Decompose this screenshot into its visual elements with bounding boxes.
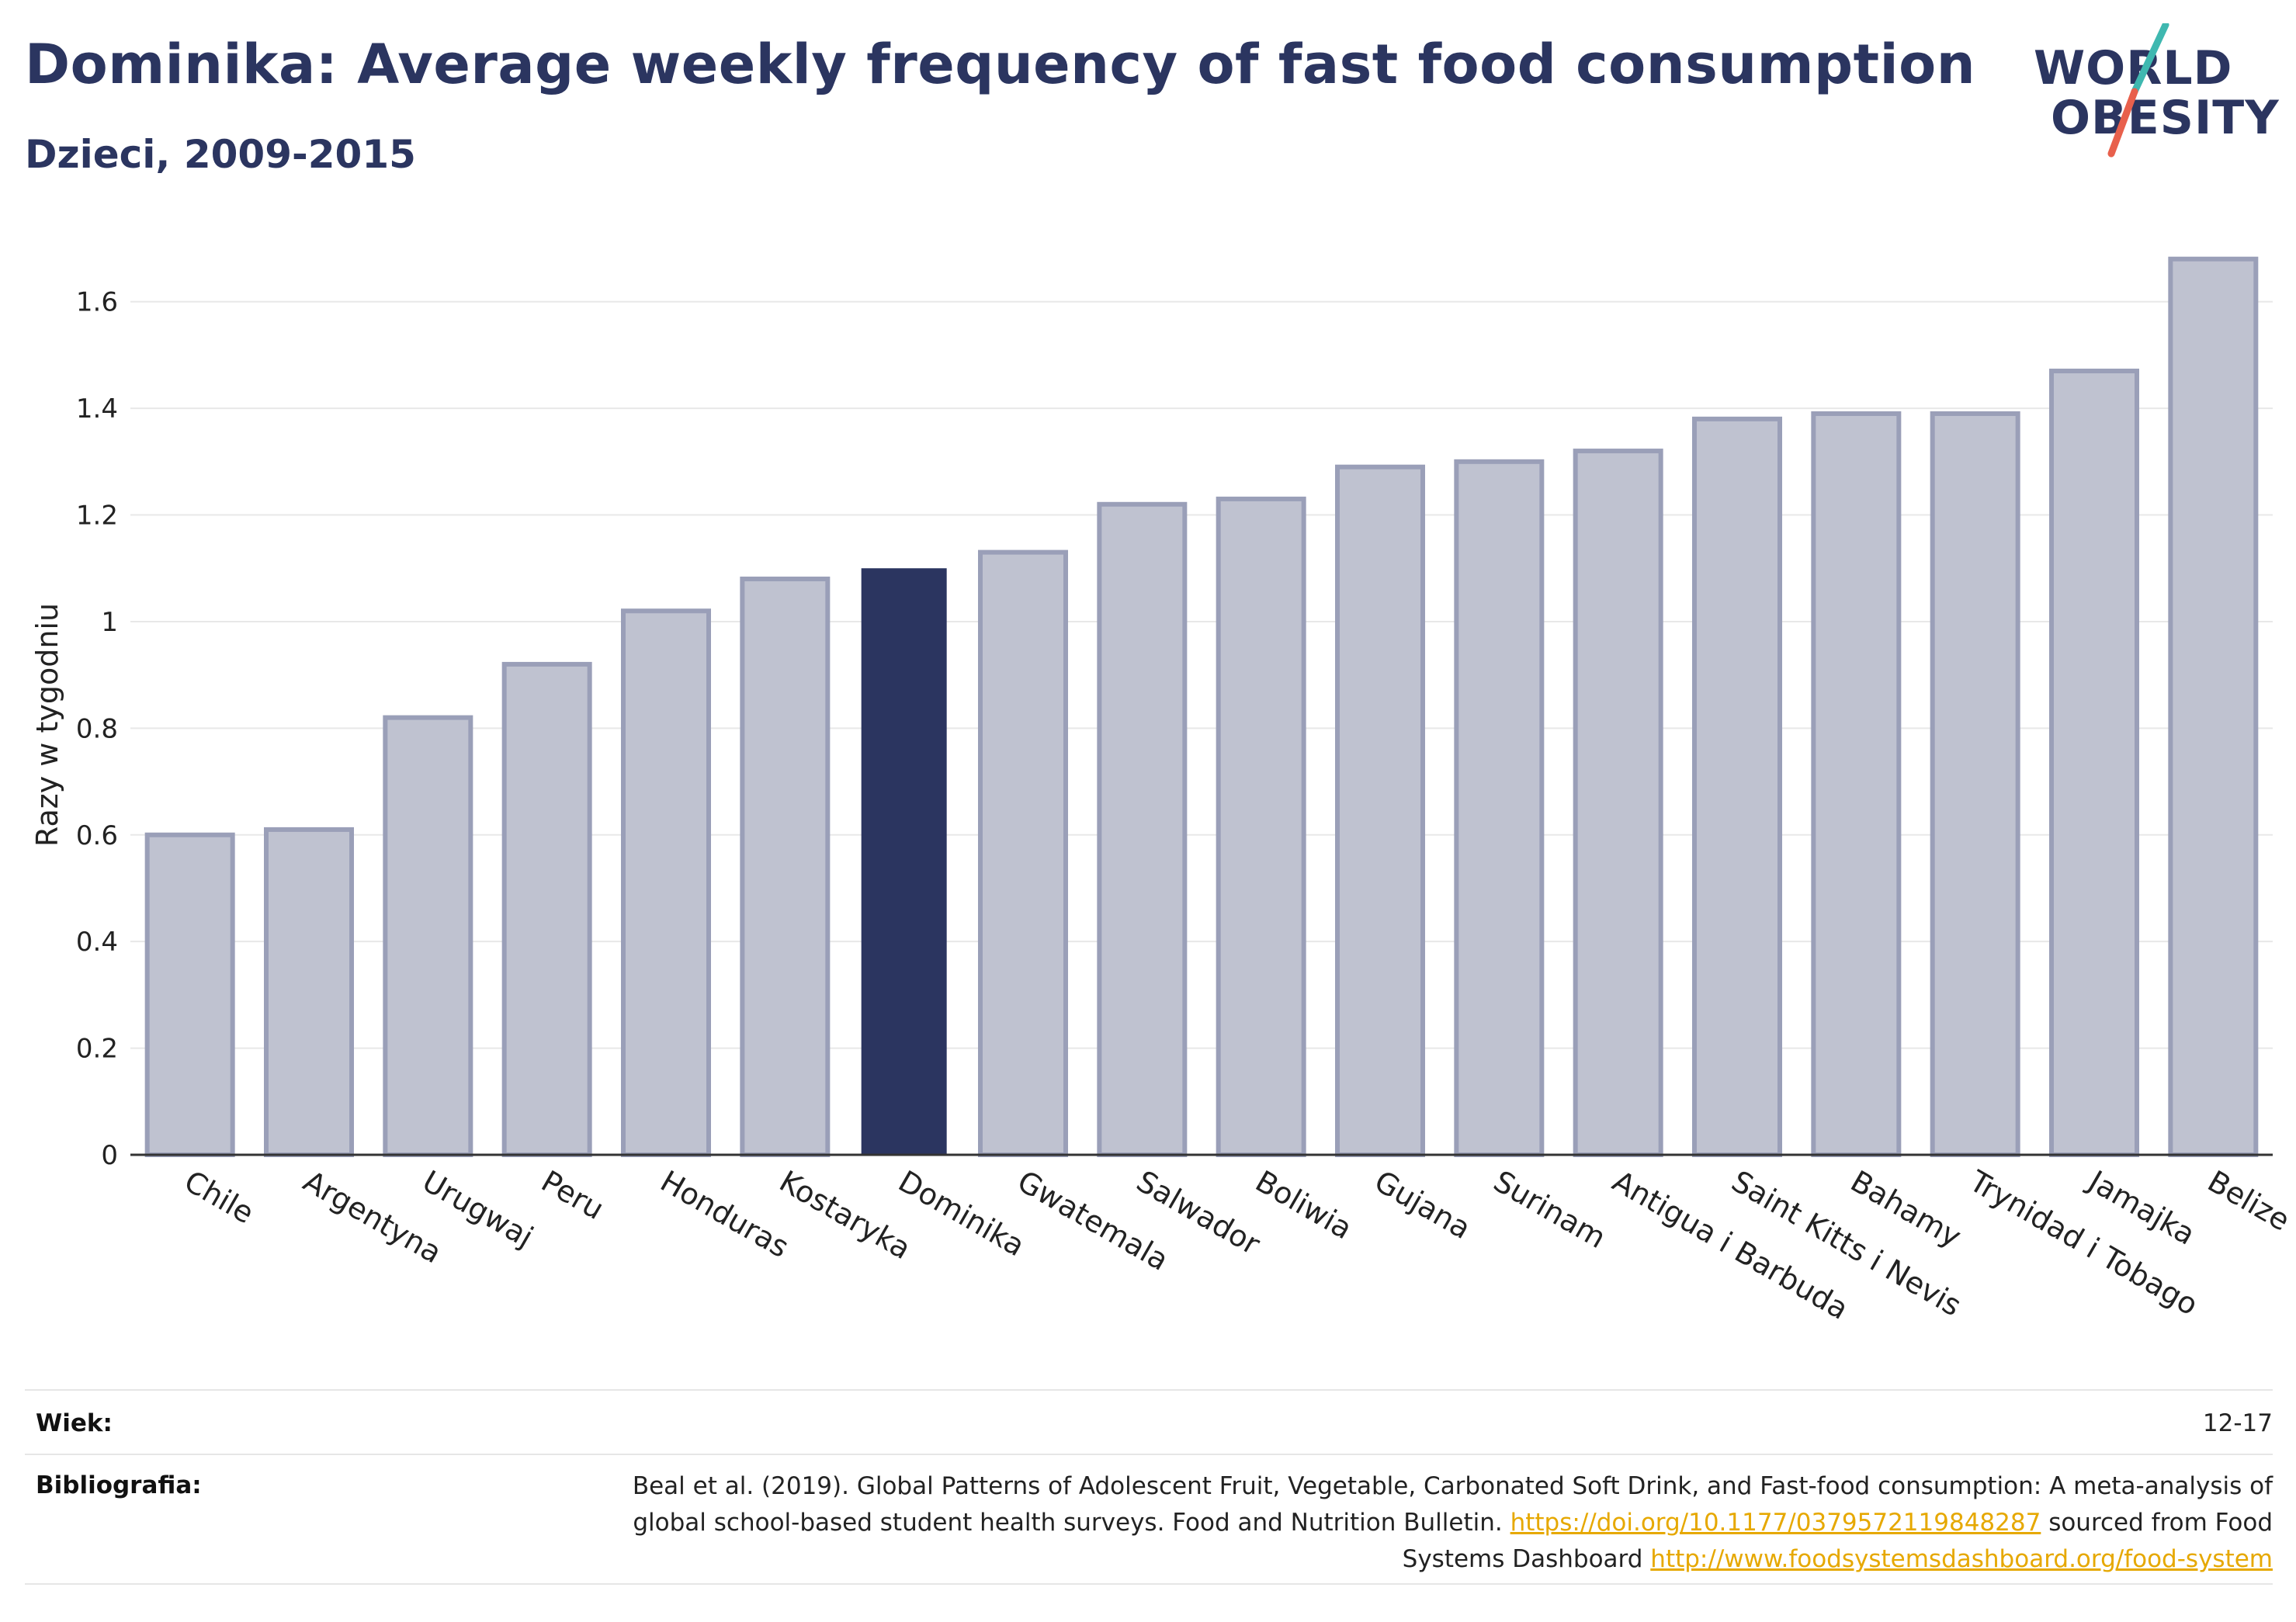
y-tick-label: 1.2	[76, 501, 118, 532]
x-tick-label: Peru	[536, 1164, 609, 1226]
bar-argentyna	[264, 827, 354, 1158]
y-tick-label: 0.6	[76, 820, 118, 851]
age-label: Wiek:	[36, 1409, 113, 1437]
y-tick-label: 1.4	[76, 393, 118, 425]
y-tick-label: 0.2	[76, 1034, 118, 1065]
bibliography-citation: Beal et al. (2019). Global Patterns of A…	[632, 1472, 2273, 1537]
footer-divider-top	[25, 1389, 2273, 1391]
bibliography-source: sourced from Food Systems Dashboard	[1402, 1509, 2273, 1573]
bar-belize	[2168, 256, 2259, 1157]
y-tick-label: 1.6	[76, 287, 118, 318]
bar-boliwia	[1216, 496, 1306, 1157]
bar-gujana	[1335, 464, 1425, 1157]
x-tick-label: Belize	[2202, 1164, 2296, 1238]
logo-word-world: WORLD	[2034, 41, 2233, 95]
y-tick-label: 0.8	[76, 713, 118, 744]
bar-bahamy	[1811, 411, 1902, 1157]
bar-honduras	[621, 608, 711, 1157]
bar-chile	[144, 832, 235, 1157]
bar-gwatemala	[978, 549, 1068, 1157]
x-tick-label: Trynidad i Tobago	[1963, 1163, 2204, 1322]
bar-salwador	[1097, 501, 1188, 1157]
dashboard-link[interactable]: http://www.foodsystemsdashboard.org/food…	[1650, 1545, 2273, 1573]
chart-subtitle: Dzieci, 2009-2015	[25, 132, 416, 177]
logo-slash-icon	[2107, 23, 2169, 158]
bar-peru	[501, 661, 592, 1157]
bibliography-label: Bibliografia:	[36, 1471, 202, 1499]
world-obesity-logo[interactable]: WORLD OBESITY	[2018, 23, 2282, 163]
y-tick-label: 0.4	[76, 927, 118, 958]
footer-divider-bottom	[25, 1583, 2273, 1585]
logo-word-obesity: OBESITY	[2051, 91, 2280, 145]
bibliography-row: Bibliografia: Beal et al. (2019). Global…	[25, 1461, 2273, 1585]
x-tick-label: Dominika	[893, 1164, 1030, 1263]
x-tick-label: Gujana	[1369, 1164, 1477, 1246]
x-tick-label: Honduras	[655, 1164, 795, 1265]
footer-divider-mid	[25, 1454, 2273, 1455]
bar-saint-kitts-i-nevis	[1692, 416, 1782, 1157]
bar-antigua-i-barbuda	[1573, 449, 1663, 1157]
bar-chart: 0 0.2 0.4 0.6 0.8 1 1.2 1.4 1.6 Razy w tygodniu Ch…	[30, 256, 2296, 1326]
bar-kostaryka	[740, 576, 831, 1157]
bibliography-text: Beal et al. (2019). Global Patterns of A…	[604, 1468, 2273, 1578]
x-tick-label: Surinam	[1488, 1164, 1612, 1255]
bar-trynidad-i-tobago	[1930, 411, 2020, 1157]
x-tick-label: Boliwia	[1250, 1164, 1358, 1246]
bar-dominika	[861, 568, 947, 1155]
x-tick-label: Kostaryka	[774, 1164, 917, 1267]
y-tick-label: 0	[101, 1140, 118, 1171]
x-tick-label: Chile	[179, 1164, 259, 1231]
bar-surinam	[1454, 459, 1545, 1157]
y-tick-label: 1	[101, 607, 118, 638]
age-value: 12-17	[2202, 1409, 2273, 1437]
doi-link[interactable]: https://doi.org/10.1177/0379572119848287	[1510, 1509, 2041, 1537]
chart-title: Dominika: Average weekly frequency of fa…	[25, 33, 1976, 96]
bar-urugwaj	[383, 715, 473, 1157]
y-axis-label: Razy w tygodniu	[30, 603, 64, 847]
age-row: Wiek: 12-17	[25, 1397, 2273, 1451]
bar-jamajka	[2049, 369, 2139, 1157]
